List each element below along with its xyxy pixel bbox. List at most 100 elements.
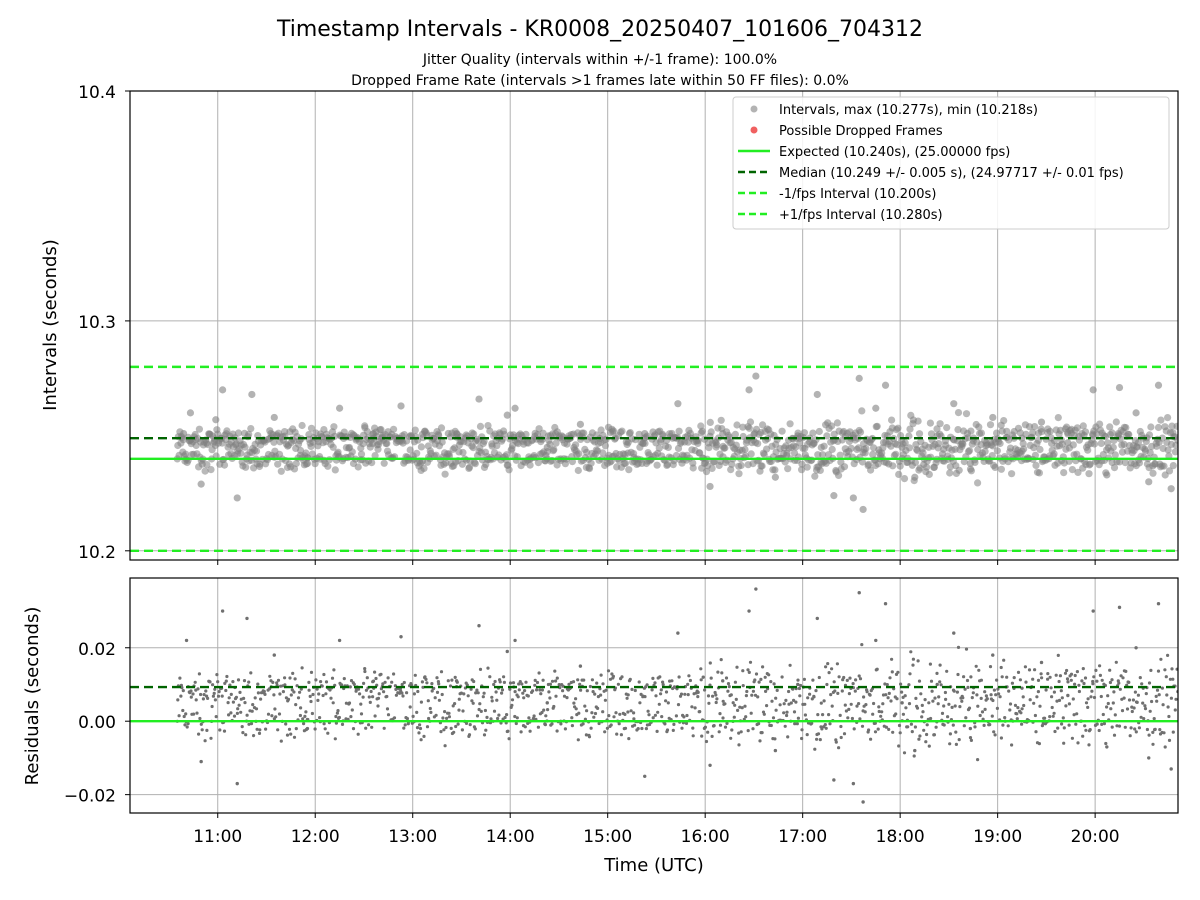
- residual-point: [465, 683, 469, 687]
- residual-point: [1008, 708, 1012, 712]
- residual-point: [940, 711, 945, 716]
- interval-point: [201, 467, 209, 475]
- residual-point: [543, 723, 548, 727]
- residual-point: [871, 712, 875, 716]
- interval-point: [763, 445, 771, 453]
- residual-point: [1069, 678, 1073, 682]
- residual-point: [1102, 722, 1106, 726]
- residual-point: [197, 672, 201, 676]
- residual-point: [1084, 701, 1089, 705]
- residual-point: [590, 711, 594, 715]
- interval-point: [459, 448, 467, 457]
- residual-point: [912, 754, 916, 758]
- residual-point: [627, 737, 631, 741]
- residual-point: [502, 675, 506, 679]
- bottom-y-tick-label: 0.02: [78, 640, 116, 660]
- residual-point: [271, 680, 275, 685]
- residual-point: [1141, 701, 1145, 705]
- residual-point: [707, 701, 711, 705]
- top-y-axis-label: Intervals (seconds): [40, 239, 61, 411]
- interval-point: [1111, 451, 1119, 459]
- residual-point: [249, 671, 253, 675]
- residual-point: [637, 680, 641, 684]
- residual-point: [1152, 717, 1156, 721]
- residual-point: [865, 690, 869, 694]
- residual-point: [440, 692, 444, 697]
- x-tick-label: 19:00: [973, 827, 1022, 847]
- interval-point: [390, 425, 398, 433]
- residual-point: [1139, 715, 1143, 719]
- interval-point: [204, 440, 212, 449]
- residual-point: [818, 738, 822, 742]
- residual-point: [833, 689, 837, 693]
- residual-point: [496, 716, 500, 721]
- residual-point: [644, 727, 649, 731]
- residual-point: [964, 716, 968, 720]
- residual-point: [916, 659, 920, 663]
- residual-point: [1022, 703, 1026, 708]
- residual-point: [1015, 712, 1019, 716]
- interval-point: [894, 424, 902, 432]
- residual-point: [1007, 689, 1011, 693]
- interval-outlier-point: [270, 413, 278, 422]
- residual-point: [1140, 682, 1144, 686]
- interval-point: [413, 449, 421, 457]
- residual-point: [478, 667, 483, 672]
- residual-point: [698, 710, 702, 714]
- residual-point: [925, 732, 929, 737]
- residual-point: [275, 681, 279, 685]
- residual-point: [686, 682, 690, 687]
- residual-point: [942, 704, 946, 708]
- residual-point: [240, 725, 244, 729]
- interval-point: [815, 427, 823, 436]
- residual-point: [561, 684, 565, 688]
- interval-point: [441, 470, 449, 478]
- interval-point: [784, 465, 792, 473]
- interval-outlier-point: [248, 390, 256, 399]
- interval-outlier-point: [1089, 386, 1097, 394]
- residual-point: [954, 730, 958, 734]
- residual-point: [1021, 695, 1025, 699]
- residual-point: [1151, 730, 1155, 735]
- residual-point: [851, 682, 855, 686]
- interval-point: [854, 434, 862, 442]
- residual-point: [1082, 681, 1086, 686]
- residual-point: [770, 699, 774, 703]
- interval-point: [933, 425, 941, 433]
- residual-point: [583, 704, 587, 708]
- residual-point: [412, 692, 416, 696]
- interval-point: [771, 466, 779, 474]
- residual-point: [183, 723, 187, 727]
- residual-point: [449, 726, 453, 731]
- residual-point: [1154, 694, 1158, 699]
- residual-point: [1110, 725, 1114, 729]
- residual-point: [441, 716, 445, 720]
- residual-point: [726, 682, 731, 686]
- residual-point: [746, 729, 750, 733]
- residual-point: [956, 672, 960, 677]
- residual-point: [785, 710, 789, 714]
- residual-point: [364, 726, 368, 730]
- residual-point: [908, 672, 912, 676]
- residual-point: [450, 678, 454, 682]
- residual-point: [242, 679, 247, 683]
- interval-outlier-point: [966, 459, 974, 468]
- residual-point: [825, 682, 829, 687]
- residual-point: [523, 725, 527, 729]
- residual-point: [653, 713, 658, 717]
- interval-point: [1109, 443, 1117, 451]
- residual-point: [189, 695, 193, 699]
- residual-point: [362, 681, 366, 686]
- residual-point: [532, 714, 536, 718]
- interval-point: [915, 430, 924, 438]
- residual-point: [527, 716, 531, 720]
- residual-point: [1153, 727, 1157, 732]
- residual-point: [1161, 703, 1165, 707]
- interval-point: [811, 472, 819, 480]
- legend-box: [732, 96, 1170, 230]
- residual-point: [699, 678, 703, 682]
- residual-point: [765, 704, 769, 708]
- residual-point: [744, 715, 748, 719]
- residual-point: [1057, 698, 1062, 703]
- residual-point: [453, 675, 457, 680]
